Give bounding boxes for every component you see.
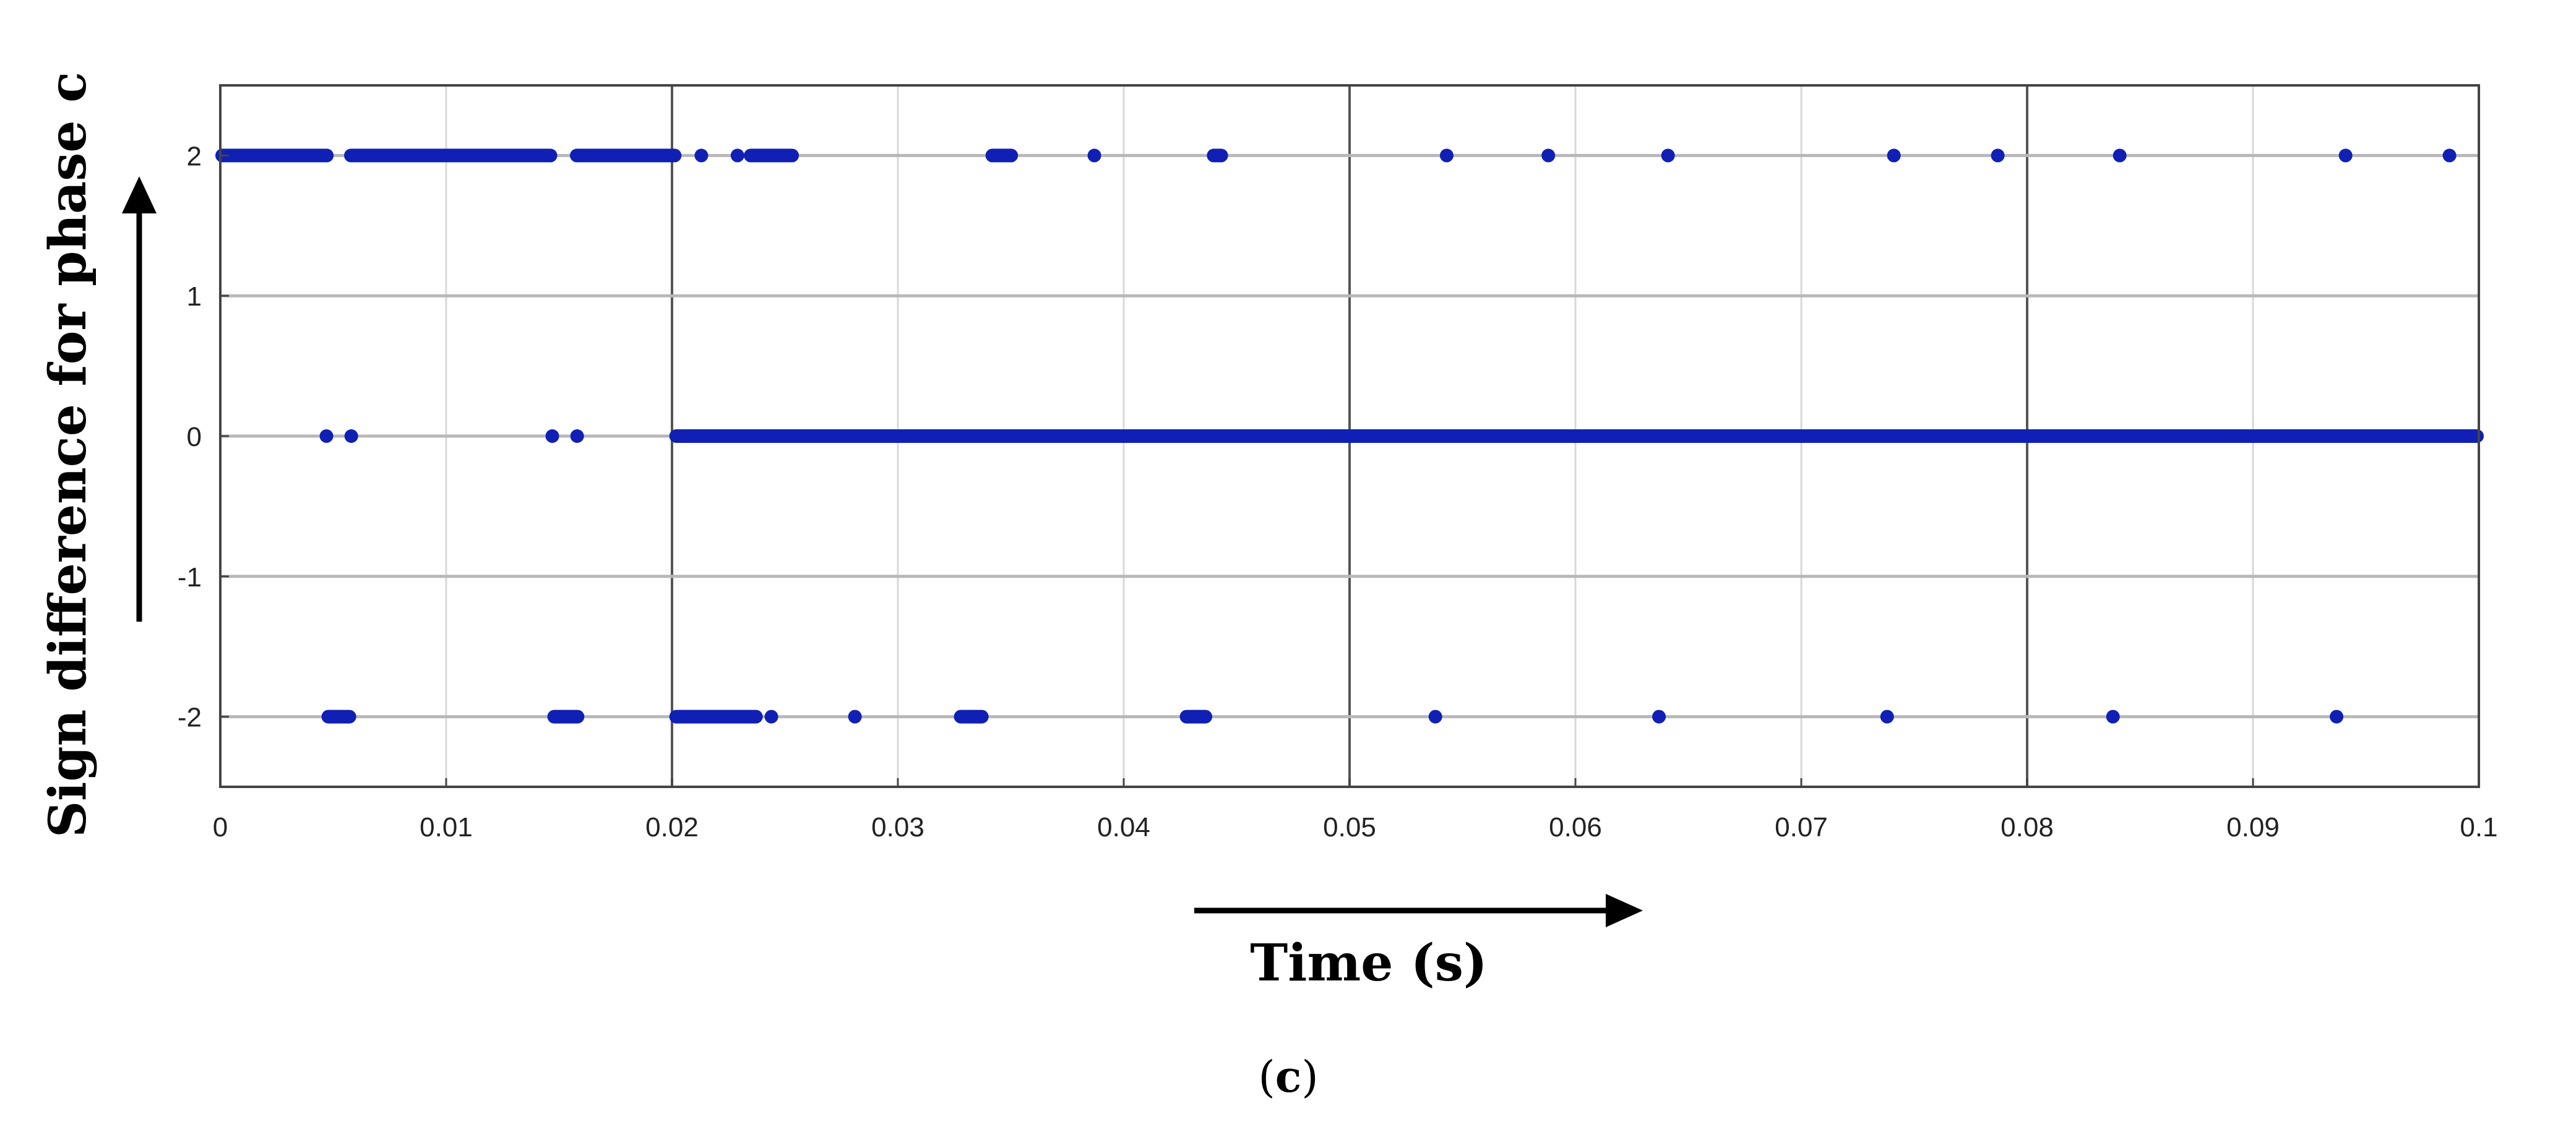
data-point [1428, 710, 1442, 724]
y-tick-label: -1 [178, 562, 202, 593]
panel-label-open-paren: ( [1258, 1052, 1275, 1102]
data-point [694, 148, 709, 163]
data-point-run [547, 710, 585, 724]
y-tick-label: 1 [187, 281, 202, 312]
x-axis-label-group: Time (s) [1194, 894, 1643, 993]
data-layer [215, 148, 2484, 724]
data-point-run [985, 148, 1019, 163]
plot-area [215, 84, 2484, 788]
data-point [319, 429, 334, 443]
x-axis-arrow-head [1606, 894, 1643, 927]
data-point-run [744, 148, 799, 163]
data-point [2338, 148, 2353, 163]
x-tick-label: 0.06 [1549, 812, 1602, 843]
x-tick-label: 0.02 [645, 812, 699, 843]
data-point [2106, 710, 2120, 724]
data-point-run [321, 710, 356, 724]
data-point-run [1179, 710, 1213, 724]
data-point [730, 148, 744, 163]
data-point [570, 429, 584, 443]
y-axis-label: Sign difference for phase c [38, 72, 98, 838]
panel-label: (c) [1258, 1051, 1318, 1102]
data-point [2113, 148, 2127, 163]
x-tick-label: 0.01 [420, 812, 473, 843]
x-tick-label: 0.1 [2460, 812, 2497, 843]
x-tick-label: 0.04 [1097, 812, 1150, 843]
data-point [344, 429, 358, 443]
data-point-run [1207, 148, 1228, 163]
data-point [848, 710, 862, 724]
data-point-run [215, 148, 334, 163]
panel-label-letter: c [1275, 1051, 1302, 1102]
panel-label-close-paren: ) [1301, 1052, 1318, 1102]
data-point [2330, 710, 2344, 724]
y-tick-label: -2 [178, 703, 202, 733]
data-point [1661, 148, 1675, 163]
y-axis-ticks: 2 1 0 -1 -2 [178, 141, 229, 733]
x-tick-label: 0.07 [1775, 812, 1828, 843]
x-tick-label: 0.09 [2226, 812, 2280, 843]
data-point [1439, 148, 1454, 163]
data-point [1541, 148, 1556, 163]
y-tick-label: 2 [187, 141, 202, 171]
data-point [1652, 710, 1666, 724]
data-point [1887, 148, 1901, 163]
x-axis-ticks: 0 0.01 0.02 0.03 0.04 0.05 0.06 0.07 0.08 0.09 0.1 [213, 778, 2498, 843]
y-axis-arrow-head [122, 176, 157, 213]
x-axis-label: Time (s) [1250, 933, 1487, 993]
data-point [2442, 148, 2457, 163]
data-point-run [344, 148, 558, 163]
data-point [1880, 710, 1894, 724]
x-tick-label: 0.03 [871, 812, 924, 843]
x-tick-label: 0.08 [2001, 812, 2054, 843]
data-point [1087, 148, 1101, 163]
data-point-run [954, 710, 989, 724]
data-point-run [669, 429, 2484, 443]
data-point [545, 429, 559, 443]
y-axis-label-group: Sign difference for phase c [38, 72, 157, 838]
data-point-run [570, 148, 682, 163]
x-tick-label: 0.05 [1323, 812, 1376, 843]
data-point-run [669, 710, 763, 724]
data-point [764, 710, 778, 724]
x-tick-label: 0 [213, 812, 228, 843]
data-point [1991, 148, 2005, 163]
y-tick-label: 0 [187, 422, 202, 452]
